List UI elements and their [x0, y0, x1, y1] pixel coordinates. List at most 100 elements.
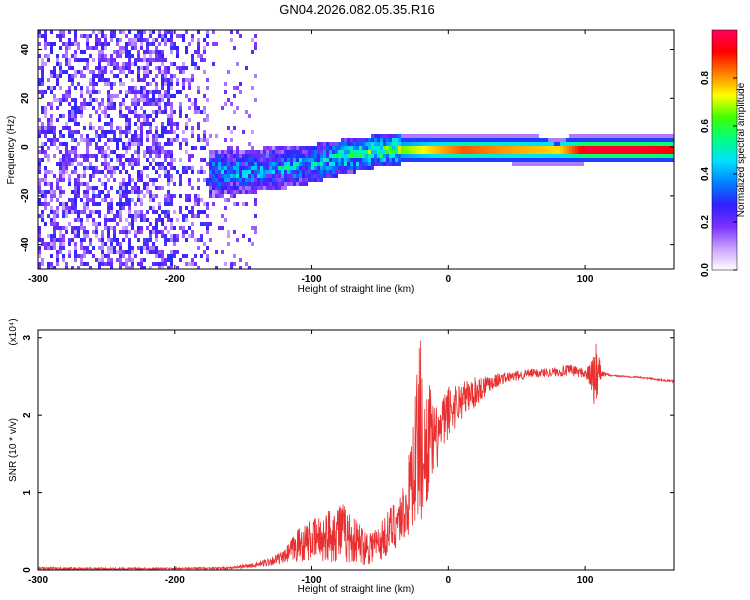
spectrogram-x-label: Height of straight line (km)	[298, 284, 415, 295]
spectrogram-cell	[209, 134, 212, 138]
spectrogram-cell	[152, 210, 155, 214]
spectrogram-cell	[170, 262, 173, 266]
spectrogram-cell	[299, 178, 302, 182]
spectrogram-cell	[92, 46, 95, 50]
spectrogram-cell	[635, 146, 638, 150]
spectrogram-cell	[611, 134, 614, 138]
spectrogram-cell	[509, 138, 512, 142]
spectrogram-cell	[44, 182, 47, 186]
spectrogram-cell	[512, 146, 515, 150]
spectrogram-cell	[110, 266, 113, 269]
spectrogram-cell	[269, 166, 272, 170]
spectrogram-cell	[488, 134, 491, 138]
spectrogram-cell	[230, 130, 233, 134]
spectrogram-cell	[161, 54, 164, 58]
spectrogram-cell	[557, 162, 560, 166]
spectrogram-cell	[98, 138, 101, 142]
spectrogram-cell	[410, 158, 413, 162]
spectrogram-cell	[182, 130, 185, 134]
spectrogram-cell	[305, 182, 308, 186]
spectrogram-cell	[281, 182, 284, 186]
spectrogram-cell	[86, 58, 89, 62]
spectrogram-cell	[473, 134, 476, 138]
spectrogram-cell	[209, 150, 212, 154]
spectrogram-cell	[104, 58, 107, 62]
spectrogram-cell	[575, 150, 578, 154]
spectrogram-cell	[485, 154, 488, 158]
spectrogram-cell	[74, 118, 77, 122]
spectrogram-cell	[83, 234, 86, 238]
spectrogram-cell	[47, 170, 50, 174]
spectrogram-cell	[125, 66, 128, 70]
spectrogram-cell	[212, 194, 215, 198]
spectrogram-cell	[227, 170, 230, 174]
spectrogram-cell	[224, 154, 227, 158]
spectrogram-cell	[557, 154, 560, 158]
spectrogram-cell	[191, 126, 194, 130]
spectrogram-cell	[62, 42, 65, 46]
spectrogram-cell	[149, 190, 152, 194]
spectrogram-cell	[107, 170, 110, 174]
spectrogram-cell	[539, 162, 542, 166]
spectrogram-cell	[479, 138, 482, 142]
spectrogram-cell	[635, 154, 638, 158]
spectrogram-cell	[101, 234, 104, 238]
spectrogram-cell	[224, 186, 227, 190]
spectrogram-cell	[143, 74, 146, 78]
spectrogram-cell	[98, 134, 101, 138]
spectrogram-cell	[305, 170, 308, 174]
spectrogram-cell	[86, 150, 89, 154]
spectrogram-cell	[224, 218, 227, 222]
spectrogram-cell	[170, 222, 173, 226]
spectrogram-cell	[86, 146, 89, 150]
spectrogram-cell	[134, 202, 137, 206]
spectrogram-cell	[311, 150, 314, 154]
spectrogram-cell	[158, 202, 161, 206]
spectrogram-cell	[125, 130, 128, 134]
spectrogram-cell	[449, 134, 452, 138]
spectrogram-cell	[488, 142, 491, 146]
spectrogram-cell	[629, 146, 632, 150]
spectrogram-cell	[443, 134, 446, 138]
spectrogram-cell	[131, 102, 134, 106]
spectrogram-cell	[56, 238, 59, 242]
spectrogram-cell	[662, 146, 665, 150]
spectrogram-cell	[143, 70, 146, 74]
spectrogram-cell	[344, 158, 347, 162]
spectrogram-cell	[269, 178, 272, 182]
spectrogram-cell	[143, 238, 146, 242]
spectrogram-cell	[635, 150, 638, 154]
spectrogram-cell	[110, 218, 113, 222]
spectrogram-cells	[38, 30, 674, 269]
spectrogram-cell	[146, 118, 149, 122]
spectrogram-cell	[230, 30, 233, 34]
spectrogram-cell	[116, 94, 119, 98]
spectrogram-cell	[644, 142, 647, 146]
spectrogram-cell	[191, 222, 194, 226]
spectrogram-cell	[512, 142, 515, 146]
spectrogram-cell	[152, 194, 155, 198]
spectrogram-cell	[377, 162, 380, 166]
spectrogram-cell	[218, 182, 221, 186]
spectrogram-cell	[275, 186, 278, 190]
spectrogram-cell	[188, 234, 191, 238]
spectrogram-cell	[53, 214, 56, 218]
spectrogram-cell	[629, 134, 632, 138]
spectrogram-cell	[47, 234, 50, 238]
spectrogram-cell	[74, 70, 77, 74]
spectrogram-cell	[173, 210, 176, 214]
spectrogram-cell	[44, 114, 47, 118]
spectrogram-cell	[104, 254, 107, 258]
spectrogram-cell	[164, 94, 167, 98]
colorbar-tick-label: 0.0	[700, 263, 711, 277]
spectrogram-cell	[119, 126, 122, 130]
spectrogram-cell	[623, 158, 626, 162]
spectrogram-cell	[356, 142, 359, 146]
spectrogram-cell	[128, 90, 131, 94]
spectrogram-cell	[104, 42, 107, 46]
spectrogram-cell	[650, 150, 653, 154]
spectrogram-cell	[209, 182, 212, 186]
spectrogram-cell	[125, 62, 128, 66]
spectrogram-cell	[80, 138, 83, 142]
spectrogram-cell	[338, 158, 341, 162]
